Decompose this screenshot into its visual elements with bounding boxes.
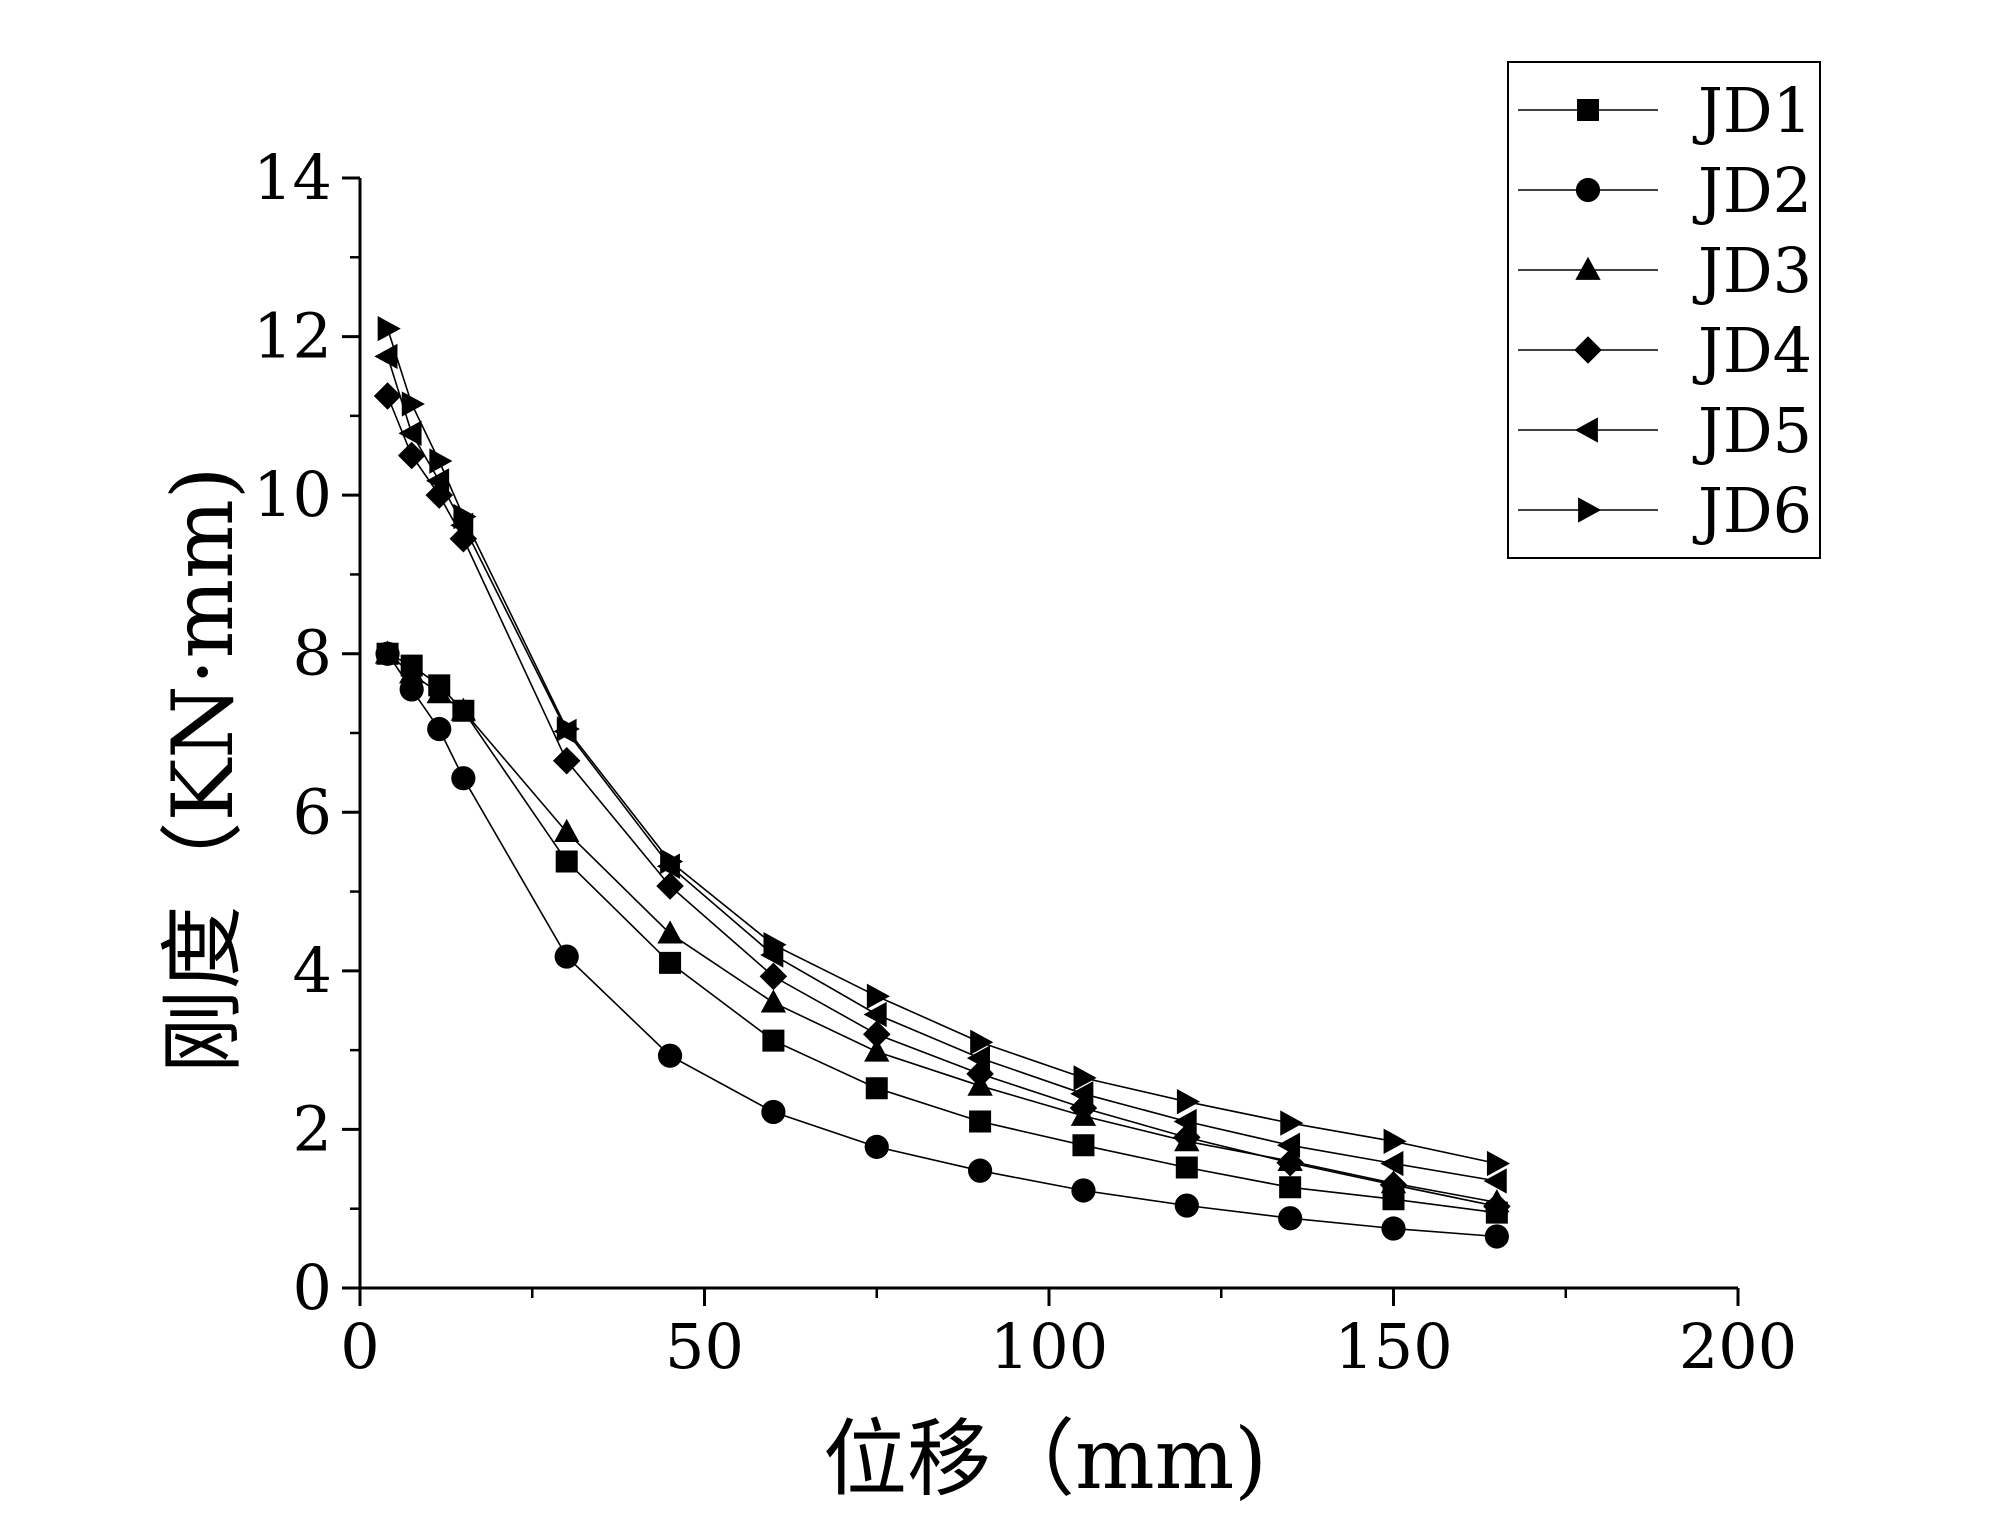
data-point-jd2-9 <box>1071 1178 1096 1203</box>
y-tick-label-2: 4 <box>293 934 332 1007</box>
data-point-jd6-6 <box>763 932 787 958</box>
data-point-jd6-7 <box>866 983 890 1009</box>
data-point-jd6-3 <box>453 503 477 530</box>
data-point-jd1-6 <box>762 1029 785 1052</box>
data-point-jd1-7 <box>865 1077 888 1100</box>
data-point-jd4-1 <box>397 441 426 470</box>
data-point-jd5-7 <box>863 1001 887 1028</box>
legend-label-jd6: JD6 <box>1692 474 1812 547</box>
data-point-jd6-13 <box>1486 1150 1511 1177</box>
y-tick-label-5: 10 <box>253 458 332 531</box>
data-point-jd6-5 <box>660 848 684 875</box>
x-tick-label-0: 0 <box>340 1310 379 1383</box>
data-point-jd1-10 <box>1175 1156 1198 1179</box>
legend-marker-jd1 <box>1577 99 1599 121</box>
data-point-jd1-4 <box>555 850 578 873</box>
data-point-jd2-7 <box>864 1134 889 1159</box>
x-tick-label-4: 200 <box>1679 1310 1797 1383</box>
data-point-jd6-11 <box>1280 1110 1304 1136</box>
data-point-jd6-9 <box>1073 1065 1097 1091</box>
x-tick-label-1: 50 <box>665 1310 744 1383</box>
data-point-jd1-12 <box>1382 1188 1405 1211</box>
data-point-jd2-12 <box>1381 1216 1406 1241</box>
legend-label-jd2: JD2 <box>1692 154 1812 227</box>
data-point-jd4-6 <box>759 962 788 991</box>
series-line-jd2 <box>386 653 1497 1238</box>
data-point-jd6-10 <box>1176 1089 1200 1115</box>
data-point-jd3-4 <box>554 818 580 843</box>
data-point-jd6-1 <box>401 391 425 417</box>
data-point-jd4-13 <box>1483 1192 1511 1221</box>
legend-label-jd4: JD4 <box>1692 314 1812 387</box>
data-point-jd3-6 <box>760 989 787 1013</box>
data-point-jd4-5 <box>656 872 684 900</box>
data-point-jd5-10 <box>1173 1108 1197 1135</box>
series-line-jd6 <box>386 328 1497 1165</box>
series-line-jd5 <box>386 356 1497 1182</box>
legend-label-jd1: JD1 <box>1692 74 1812 147</box>
data-point-jd6-8 <box>970 1029 994 1055</box>
data-point-jd2-10 <box>1174 1193 1199 1218</box>
data-point-jd2-8 <box>968 1158 993 1183</box>
data-point-jd4-12 <box>1379 1171 1408 1199</box>
data-point-jd6-0 <box>377 315 401 342</box>
data-point-jd2-5 <box>657 1043 683 1068</box>
ticks: 0 50 100 150 200 0 2 4 6 8 10 12 14 <box>253 141 1797 1383</box>
y-tick-label-6: 12 <box>253 300 332 373</box>
data-point-jd6-2 <box>429 448 453 474</box>
data-point-jd2-2 <box>427 716 452 742</box>
series-line-jd4 <box>386 395 1497 1208</box>
data-point-jd2-13 <box>1484 1224 1509 1249</box>
data-point-jd2-4 <box>554 944 579 969</box>
data-point-jd5-1 <box>398 420 422 446</box>
data-point-jd3-2 <box>426 680 452 704</box>
data-point-jd1-9 <box>1072 1134 1095 1157</box>
plot-markers <box>373 315 1511 1249</box>
data-point-jd5-0 <box>374 343 398 370</box>
y-tick-label-1: 2 <box>293 1092 332 1165</box>
legend-marker-jd2 <box>1575 177 1601 203</box>
data-point-jd2-3 <box>451 766 476 791</box>
data-point-jd5-13 <box>1483 1168 1507 1194</box>
y-tick-label-4: 8 <box>293 617 332 690</box>
data-point-jd3-7 <box>864 1038 890 1062</box>
data-point-jd5-12 <box>1380 1150 1404 1177</box>
legend-marker-jd6 <box>1578 497 1602 523</box>
legend-marker-jd4 <box>1574 336 1602 364</box>
data-point-jd1-11 <box>1279 1176 1302 1199</box>
legend-label-jd5: JD5 <box>1692 394 1812 467</box>
data-point-jd5-11 <box>1276 1132 1301 1158</box>
y-axis-title: 刚度（KN·mm) <box>154 466 252 1073</box>
y-tick-label-0: 0 <box>293 1251 332 1324</box>
legend-label-jd3: JD3 <box>1692 234 1812 307</box>
legend-marker-jd3 <box>1575 256 1601 280</box>
data-point-jd2-6 <box>761 1099 786 1125</box>
data-point-jd4-4 <box>552 747 581 775</box>
data-point-jd3-0 <box>374 640 401 664</box>
y-tick-label-3: 6 <box>293 775 332 848</box>
data-point-jd3-5 <box>657 920 683 944</box>
legend-marker-jd5 <box>1574 417 1598 443</box>
data-point-jd3-1 <box>399 660 425 684</box>
legend-box <box>1507 61 1821 559</box>
data-point-jd6-12 <box>1383 1128 1407 1154</box>
data-point-jd3-3 <box>450 697 476 721</box>
data-point-jd2-11 <box>1278 1206 1303 1231</box>
x-axis-title: 位移（mm) <box>823 1410 1267 1508</box>
series-line-jd3 <box>387 653 1497 1204</box>
plot-lines <box>386 328 1497 1238</box>
data-point-jd1-5 <box>659 951 682 974</box>
data-point-jd4-0 <box>373 382 402 410</box>
data-point-jd6-4 <box>556 716 580 742</box>
data-point-jd1-8 <box>969 1110 992 1133</box>
data-point-jd5-9 <box>1070 1081 1094 1107</box>
data-point-jd5-8 <box>966 1045 990 1071</box>
data-point-jd5-2 <box>426 468 450 494</box>
x-tick-label-3: 150 <box>1334 1310 1452 1383</box>
x-tick-label-2: 100 <box>990 1310 1108 1383</box>
data-point-jd4-7 <box>863 1020 891 1049</box>
y-tick-label-7: 14 <box>253 141 332 214</box>
